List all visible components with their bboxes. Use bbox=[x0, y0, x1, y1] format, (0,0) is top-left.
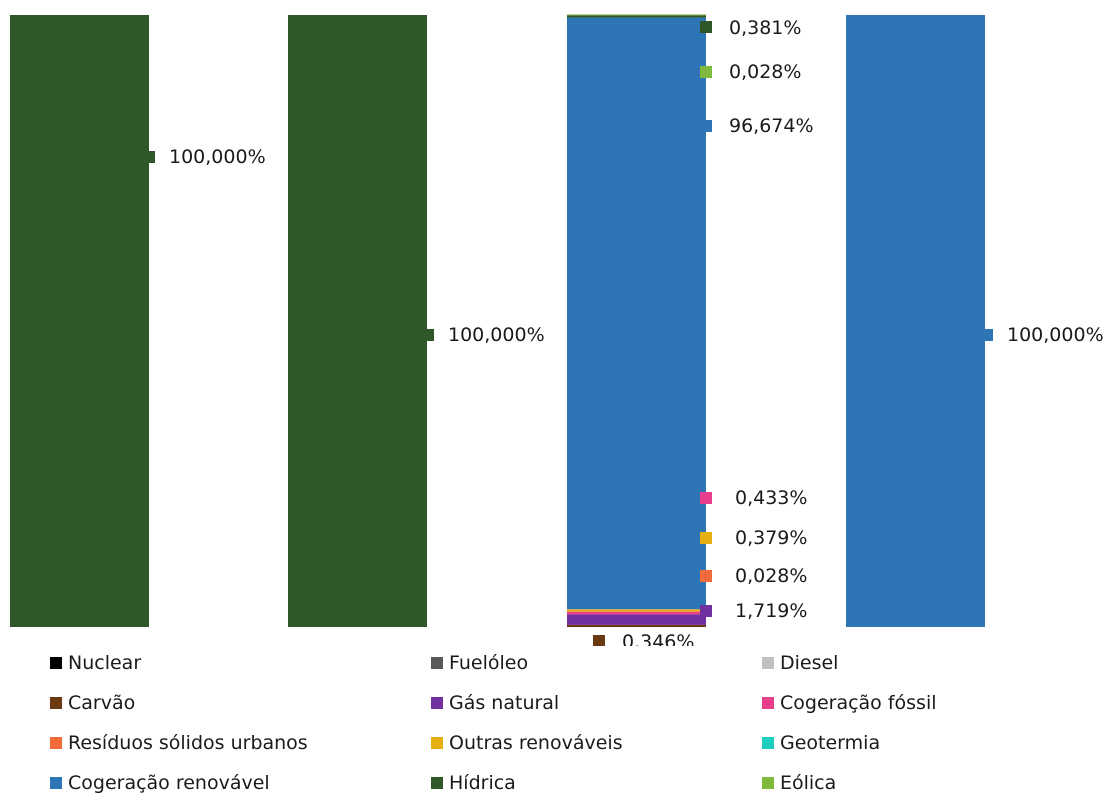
legend-label: Gás natural bbox=[449, 692, 560, 714]
legend-swatch bbox=[762, 777, 774, 789]
bar-3-segment-hidrica bbox=[567, 15, 706, 18]
legend-item-geotermia: Geotermia bbox=[762, 728, 880, 758]
data-label-bar-3-cogeracao-fossil-key bbox=[700, 492, 712, 504]
bar-3-segment-cogeracao-fossil bbox=[567, 611, 706, 615]
legend-item-residuos-solidos-urbanos: Resíduos sólidos urbanos bbox=[50, 728, 308, 758]
legend-item-cogeracao-fossil: Cogeração fóssil bbox=[762, 688, 937, 718]
data-label-bar-3-carvao-key bbox=[593, 635, 605, 646]
legend-label: Fuelóleo bbox=[449, 652, 529, 674]
legend-item-hidrica: Hídrica bbox=[431, 768, 516, 798]
legend-item-eolica: Eólica bbox=[762, 768, 836, 798]
legend-swatch bbox=[50, 777, 62, 789]
legend-item-gas-natural: Gás natural bbox=[431, 688, 559, 718]
legend-item-diesel: Diesel bbox=[762, 648, 838, 678]
legend-swatch bbox=[431, 657, 443, 669]
bar-4-segment-cogeracao-renovavel bbox=[846, 15, 985, 627]
bar-3-segment-carvao bbox=[567, 624, 706, 627]
data-label-bar-3-outras-renovaveis-key bbox=[700, 532, 712, 544]
legend-label: Cogeração renovável bbox=[68, 772, 270, 794]
legend-label: Outras renováveis bbox=[449, 732, 623, 754]
legend-label: Carvão bbox=[68, 692, 136, 714]
data-labels-layer: 100,000% 100,000% 0,346% 1,719% 0,433% 0,028%… bbox=[143, 17, 1104, 646]
legend-swatch bbox=[762, 737, 774, 749]
data-label-bar-3-gas-natural-key bbox=[700, 605, 712, 617]
legend-label: Diesel bbox=[780, 652, 839, 674]
legend-item-cogeracao-renovavel: Cogeração renovável bbox=[50, 768, 270, 798]
bar-3-segment-outras-renovaveis bbox=[567, 609, 706, 612]
data-label-bar-2-hidrica-key bbox=[422, 329, 434, 341]
legend-item-carvao: Carvão bbox=[50, 688, 135, 718]
legend-item-fueloleo: Fuelóleo bbox=[431, 648, 528, 678]
legend: Nuclear Fuelóleo Diesel Carvão Gás natural Co… bbox=[50, 646, 1110, 812]
bars-layer bbox=[10, 14, 985, 627]
legend-label: Hídrica bbox=[449, 772, 516, 794]
data-label-bar-1-hidrica-key bbox=[143, 151, 155, 163]
bar-3-segment-cogeracao-renovavel bbox=[567, 17, 706, 610]
legend-swatch bbox=[50, 697, 62, 709]
legend-item-nuclear: Nuclear bbox=[50, 648, 141, 678]
data-label-bar-1-hidrica: 100,000% bbox=[169, 146, 266, 168]
legend-label: Resíduos sólidos urbanos bbox=[68, 732, 308, 754]
legend-swatch bbox=[762, 697, 774, 709]
data-label-bar-3-eolica-key bbox=[700, 66, 712, 78]
legend-swatch bbox=[431, 737, 443, 749]
data-label-bar-3-cogeracao-renovavel: 96,674% bbox=[729, 115, 814, 137]
data-label-bar-3-outras-renovaveis: 0,379% bbox=[735, 527, 807, 549]
bar-1-segment-hidrica bbox=[10, 15, 149, 627]
legend-swatch bbox=[431, 697, 443, 709]
legend-swatch bbox=[50, 657, 62, 669]
data-label-bar-3-hidrica: 0,381% bbox=[729, 17, 801, 39]
legend-swatch bbox=[50, 737, 62, 749]
legend-label: Cogeração fóssil bbox=[780, 692, 937, 714]
legend-label: Nuclear bbox=[68, 652, 142, 674]
stacked-bar-chart: 100,000% 100,000% 0,346% 1,719% 0,433% 0,028%… bbox=[10, 14, 1104, 646]
bar-3-segment-gas-natural bbox=[567, 614, 706, 625]
data-label-bar-3-cogeracao-fossil: 0,433% bbox=[735, 487, 807, 509]
legend-label: Geotermia bbox=[780, 732, 881, 754]
data-label-bar-3-residuos-solidos-urbanos-key bbox=[700, 570, 712, 582]
data-label-bar-3-carvao: 0,346% bbox=[622, 631, 694, 646]
data-label-bar-3-eolica: 0,028% bbox=[729, 61, 801, 83]
data-label-bar-3-residuos-solidos-urbanos: 0,028% bbox=[735, 565, 807, 587]
bar-2-segment-hidrica bbox=[288, 15, 427, 627]
data-label-bar-2-hidrica: 100,000% bbox=[448, 324, 545, 346]
legend-swatch bbox=[431, 777, 443, 789]
data-label-bar-3-gas-natural: 1,719% bbox=[735, 600, 807, 622]
legend-swatch bbox=[762, 657, 774, 669]
legend-label: Eólica bbox=[780, 772, 837, 794]
bar-3-segment-eolica bbox=[567, 14, 706, 16]
data-label-bar-3-hidrica-key bbox=[700, 21, 712, 33]
data-label-bar-4-cogeracao-renovavel: 100,000% bbox=[1007, 324, 1104, 346]
legend-item-outras-renovaveis: Outras renováveis bbox=[431, 728, 623, 758]
data-label-bar-3-cogeracao-renovavel-key bbox=[700, 120, 712, 132]
data-label-bar-4-cogeracao-renovavel-key bbox=[981, 329, 993, 341]
